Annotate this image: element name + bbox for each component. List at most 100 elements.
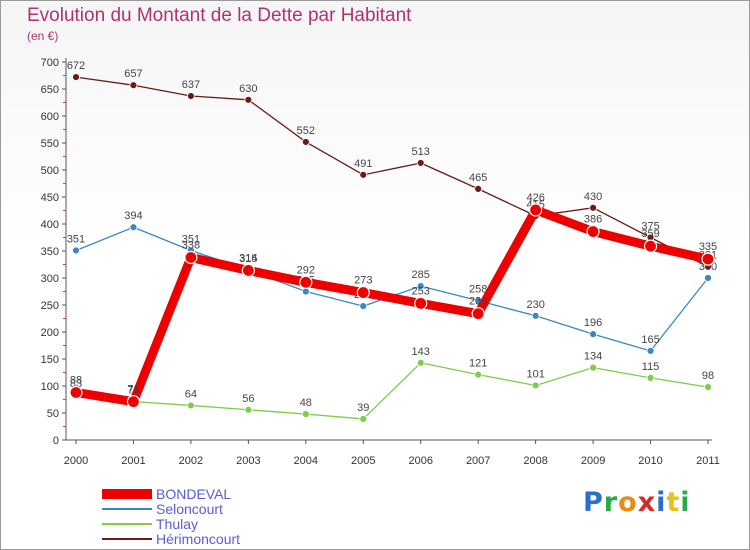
y-tick-label-400: 400 (41, 219, 59, 231)
data-label-bondeval: 88 (70, 374, 82, 386)
logo-letter: t (666, 487, 681, 518)
logo-letter: i (680, 487, 691, 518)
data-label-bondeval: 359 (641, 228, 659, 240)
data-point-thulay (301, 410, 310, 418)
data-point-thulay (531, 381, 540, 390)
data-point-seloncourt (646, 346, 655, 355)
data-label-seloncourt: 196 (584, 317, 602, 329)
proxiti-logo: Proxiti (583, 487, 691, 518)
data-point-thulay (589, 363, 597, 372)
data-point-thulay (416, 358, 425, 367)
x-tick-label-2005: 2005 (351, 455, 375, 467)
y-tick-label-50: 50 (47, 408, 59, 420)
data-label-seloncourt: 351 (67, 233, 85, 245)
y-tick-label-250: 250 (41, 300, 59, 312)
data-point-bondeval (414, 296, 428, 310)
data-point-seloncourt (704, 274, 712, 282)
data-point-herimoncourt (244, 95, 253, 104)
y-tick-label-100: 100 (41, 381, 59, 393)
data-label-herimoncourt: 637 (182, 79, 200, 91)
data-label-thulay: 56 (242, 393, 254, 405)
data-point-herimoncourt (359, 170, 368, 179)
data-point-bondeval (471, 307, 485, 321)
logo-letter: P (583, 487, 604, 518)
x-tick-label-2002: 2002 (179, 455, 203, 467)
data-label-bondeval: 386 (584, 214, 602, 226)
data-label-thulay: 64 (185, 388, 197, 400)
data-label-thulay: 101 (526, 368, 544, 380)
legend-label-thulay: Thulay (156, 516, 199, 532)
y-tick-label-300: 300 (41, 273, 59, 285)
data-label-thulay: 134 (584, 351, 602, 363)
legend-label-seloncourt: Seloncourt (156, 501, 223, 517)
data-label-bondeval: 273 (354, 275, 372, 287)
data-label-thulay: 48 (300, 397, 312, 409)
data-label-seloncourt: 300 (699, 261, 717, 273)
data-label-herimoncourt: 465 (469, 172, 487, 184)
data-point-bondeval (241, 263, 255, 278)
y-tick-label-150: 150 (41, 354, 59, 366)
data-label-seloncourt: 230 (526, 299, 544, 311)
data-label-bondeval: 335 (699, 241, 717, 253)
y-tick-label-450: 450 (41, 192, 59, 204)
data-label-bondeval: 253 (412, 285, 430, 297)
data-label-herimoncourt: 430 (584, 191, 602, 203)
legend-label-bondeval: BONDEVAL (156, 486, 232, 502)
series-line-herimoncourt (75, 76, 709, 268)
data-label-herimoncourt: 672 (67, 60, 85, 72)
data-label-herimoncourt: 491 (354, 158, 372, 170)
data-point-thulay (704, 383, 712, 391)
data-label-thulay: 115 (642, 361, 660, 373)
data-point-seloncourt (301, 287, 310, 296)
data-point-herimoncourt (301, 138, 310, 146)
data-point-bondeval (701, 252, 715, 266)
x-tick-label-2004: 2004 (294, 455, 318, 467)
data-label-seloncourt: 285 (412, 269, 430, 281)
x-tick-label-2000: 2000 (64, 455, 88, 467)
series-line-thulay (75, 362, 709, 420)
logo-letter: i (656, 487, 667, 518)
y-tick-label-650: 650 (41, 84, 59, 96)
data-point-bondeval (69, 385, 83, 400)
y-tick-label-700: 700 (41, 57, 59, 69)
data-point-bondeval (299, 275, 313, 289)
series-bondeval: 88 71 338 314 292 273 253 234 426 386 359 335 (69, 192, 717, 409)
logo-letter: o (618, 487, 638, 518)
data-point-herimoncourt (589, 203, 597, 212)
legend-swatch-herimoncourt (102, 538, 152, 540)
chart-title: Evolution du Montant de la Dette par Hab… (27, 5, 412, 26)
x-tick-label-2009: 2009 (581, 455, 605, 467)
series-line-bondeval (71, 205, 713, 407)
x-tick-label-2006: 2006 (408, 455, 432, 467)
logo-letter: r (603, 487, 619, 518)
data-label-seloncourt: 165 (641, 334, 659, 346)
data-label-herimoncourt: 375 (641, 221, 659, 233)
data-label-herimoncourt: 552 (297, 125, 315, 137)
data-point-seloncourt (589, 330, 597, 339)
data-point-bondeval (586, 224, 600, 239)
x-tick-label-2001: 2001 (121, 455, 145, 467)
series-line-seloncourt (75, 226, 709, 352)
data-label-herimoncourt: 513 (412, 146, 430, 158)
data-label-thulay: 39 (357, 402, 369, 414)
x-tick-label-2003: 2003 (236, 455, 260, 467)
y-tick-label-0: 0 (53, 435, 59, 447)
data-point-bondeval (184, 250, 198, 265)
data-point-thulay (244, 405, 253, 414)
data-point-seloncourt (359, 302, 368, 310)
data-label-seloncourt: 315 (239, 253, 257, 265)
data-point-herimoncourt (72, 73, 80, 82)
data-label-bondeval: 292 (297, 264, 315, 276)
y-tick-label-500: 500 (41, 165, 59, 177)
x-tick-label-2011: 2011 (696, 455, 720, 467)
data-point-herimoncourt (187, 92, 195, 100)
y-tick-label-350: 350 (41, 246, 59, 258)
data-point-thulay (359, 415, 368, 423)
data-point-bondeval (356, 285, 370, 300)
x-tick-label-2010: 2010 (638, 455, 662, 467)
data-point-herimoncourt (416, 159, 425, 167)
data-label-thulay: 143 (412, 346, 430, 358)
chart-subtitle: (en €) (27, 29, 59, 43)
legend-swatch-bondeval (102, 489, 152, 499)
